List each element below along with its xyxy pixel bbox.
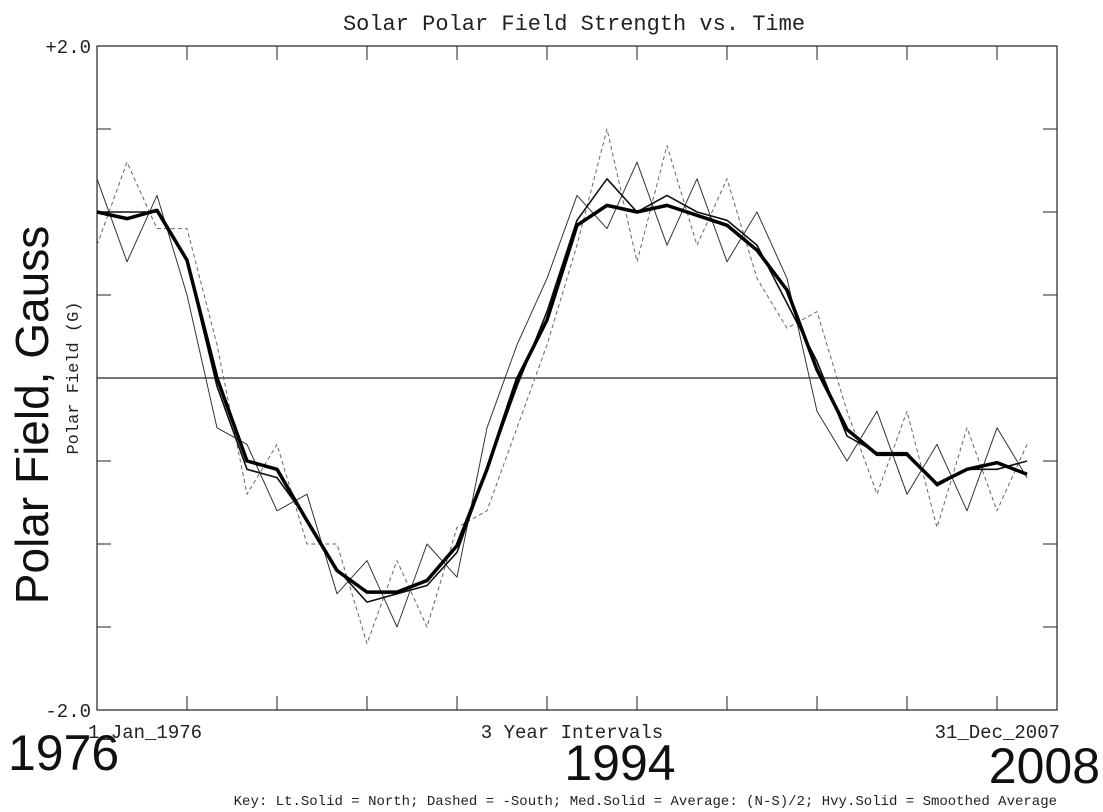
series-line bbox=[96, 161, 1028, 628]
x-start-label: 1_Jan_1976 bbox=[88, 722, 202, 744]
chart-title: Solar Polar Field Strength vs. Time bbox=[343, 12, 805, 37]
y-axis-overlay: Polar Field, Gauss bbox=[6, 226, 58, 604]
series-line bbox=[97, 178, 1028, 603]
year-overlay: 1976 bbox=[8, 725, 119, 781]
series-line bbox=[96, 128, 1028, 645]
legend-key: Key: Lt.Solid = North; Dashed = -South; … bbox=[234, 794, 1057, 810]
y-tick-label: -2.0 bbox=[45, 701, 91, 723]
series-line bbox=[96, 203, 1028, 594]
x-axis-label: 3 Year Intervals bbox=[481, 722, 663, 744]
y-tick-label: +2.0 bbox=[45, 37, 91, 59]
y-axis-label: Polar Field (G) bbox=[65, 301, 84, 454]
year-overlay: 1994 bbox=[564, 735, 675, 791]
x-end-label: 31_Dec_2007 bbox=[935, 722, 1060, 744]
year-overlay: 2008 bbox=[989, 738, 1100, 794]
